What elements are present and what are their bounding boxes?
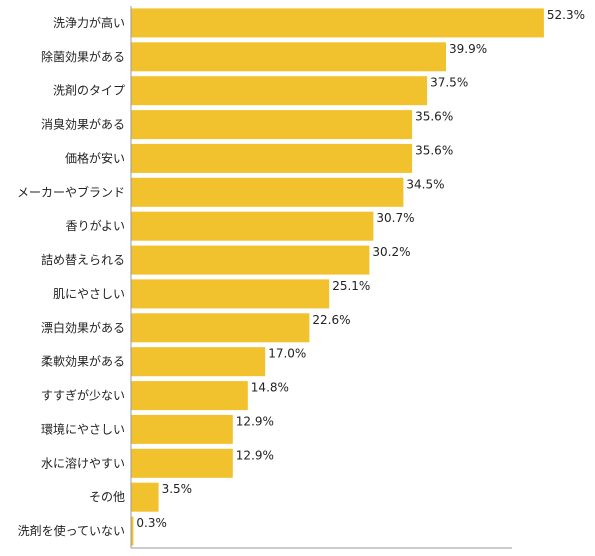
value-label-13: 12.9% — [236, 414, 274, 428]
category-label-9: 肌にやさしい — [53, 287, 125, 301]
bar-6 — [131, 177, 404, 207]
bar-5 — [131, 143, 413, 173]
category-label-10: 漂白効果がある — [41, 320, 125, 335]
bar-14 — [131, 448, 233, 478]
value-label-1: 52.3% — [547, 8, 585, 22]
category-label-8: 詰め替えられる — [41, 252, 125, 267]
value-label-10: 22.6% — [312, 313, 350, 327]
category-label-2: 除菌効果がある — [41, 49, 125, 64]
value-label-5: 35.6% — [415, 143, 453, 157]
category-label-1: 洗浄力が高い — [53, 15, 125, 30]
category-label-13: 環境にやさしい — [41, 421, 125, 436]
category-label-12: すすぎが少ない — [41, 388, 125, 403]
category-label-11: 柔軟効果がある — [41, 354, 125, 369]
value-label-4: 35.6% — [415, 110, 453, 124]
category-label-4: 消臭効果がある — [41, 117, 125, 132]
value-label-3: 37.5% — [430, 76, 468, 90]
bar-12 — [131, 381, 248, 411]
category-labels-group: 洗浄力が高い除菌効果がある洗剤のタイプ消臭効果がある価格が安いメーカーやブランド… — [17, 15, 125, 538]
value-label-15: 3.5% — [162, 482, 193, 496]
bar-7 — [131, 211, 374, 241]
bars-group — [131, 8, 544, 546]
category-label-5: 価格が安い — [65, 150, 125, 165]
bar-11 — [131, 347, 266, 377]
bar-10 — [131, 313, 310, 343]
value-label-12: 14.8% — [251, 381, 289, 395]
category-label-6: メーカーやブランド — [17, 184, 125, 199]
bar-16 — [131, 516, 134, 546]
value-label-9: 25.1% — [332, 279, 370, 293]
value-label-6: 34.5% — [406, 177, 444, 191]
category-label-3: 洗剤のタイプ — [53, 83, 125, 98]
value-labels-group: 52.3% 39.9% 37.5% 35.6% 35.6% 34.5% 30.7% 30.2%… — [136, 8, 585, 530]
value-label-14: 12.9% — [236, 448, 274, 462]
value-label-8: 30.2% — [372, 245, 410, 259]
value-label-7: 30.7% — [376, 211, 414, 225]
value-label-16: 0.3% — [136, 516, 167, 530]
bar-8 — [131, 245, 370, 275]
bar-4 — [131, 110, 413, 140]
value-label-2: 39.9% — [449, 42, 487, 56]
bar-3 — [131, 76, 428, 106]
bar-2 — [131, 42, 446, 72]
bar-1 — [131, 8, 544, 38]
bar-15 — [131, 482, 159, 512]
category-label-7: 香りがよい — [66, 218, 125, 233]
bar-9 — [131, 279, 330, 309]
category-label-14: 水に溶けやすい — [41, 455, 125, 470]
category-label-16: 洗剤を使っていない — [18, 523, 125, 538]
category-label-15: その他 — [89, 490, 125, 504]
value-label-11: 17.0% — [268, 347, 306, 361]
bar-13 — [131, 414, 233, 444]
